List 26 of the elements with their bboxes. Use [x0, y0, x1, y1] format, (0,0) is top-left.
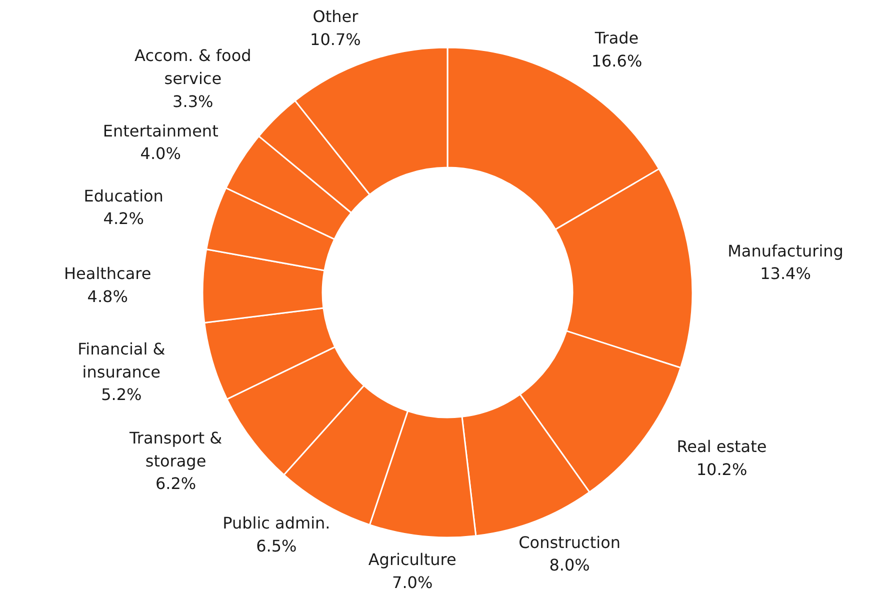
- slice-label: Construction: [518, 532, 620, 552]
- slice-label: Entertainment: [102, 121, 218, 140]
- slice-label: Healthcare: [64, 264, 152, 284]
- slice-label: Agriculture: [368, 550, 456, 570]
- data-label: 13.4%: [760, 264, 811, 284]
- slice-label: Manufacturing: [728, 241, 844, 260]
- data-label: 5.2%: [101, 385, 142, 404]
- data-label: 10.7%: [310, 30, 361, 50]
- slice-label: Transport & storage: [128, 428, 222, 470]
- data-label: 4.2%: [103, 209, 144, 228]
- data-label: 4.0%: [140, 144, 181, 164]
- slice-label: Financial & insurance: [78, 340, 166, 382]
- data-label: 3.3%: [172, 92, 214, 111]
- data-label: 7.0%: [392, 572, 433, 592]
- slice-label: Public admin.: [222, 514, 330, 533]
- data-label: 6.5%: [256, 536, 297, 556]
- data-label: 8.0%: [549, 556, 590, 575]
- slice-label: Education: [84, 186, 164, 206]
- data-label: 10.2%: [696, 460, 748, 479]
- slice-label: Other: [312, 7, 359, 26]
- slice-label: Trade: [594, 28, 639, 48]
- data-label: 16.6%: [591, 52, 642, 71]
- slice-label: Accom. & food service: [134, 46, 252, 88]
- data-label: 6.2%: [155, 474, 196, 494]
- data-label: 4.8%: [87, 286, 128, 306]
- slice-label: Real estate: [676, 437, 767, 456]
